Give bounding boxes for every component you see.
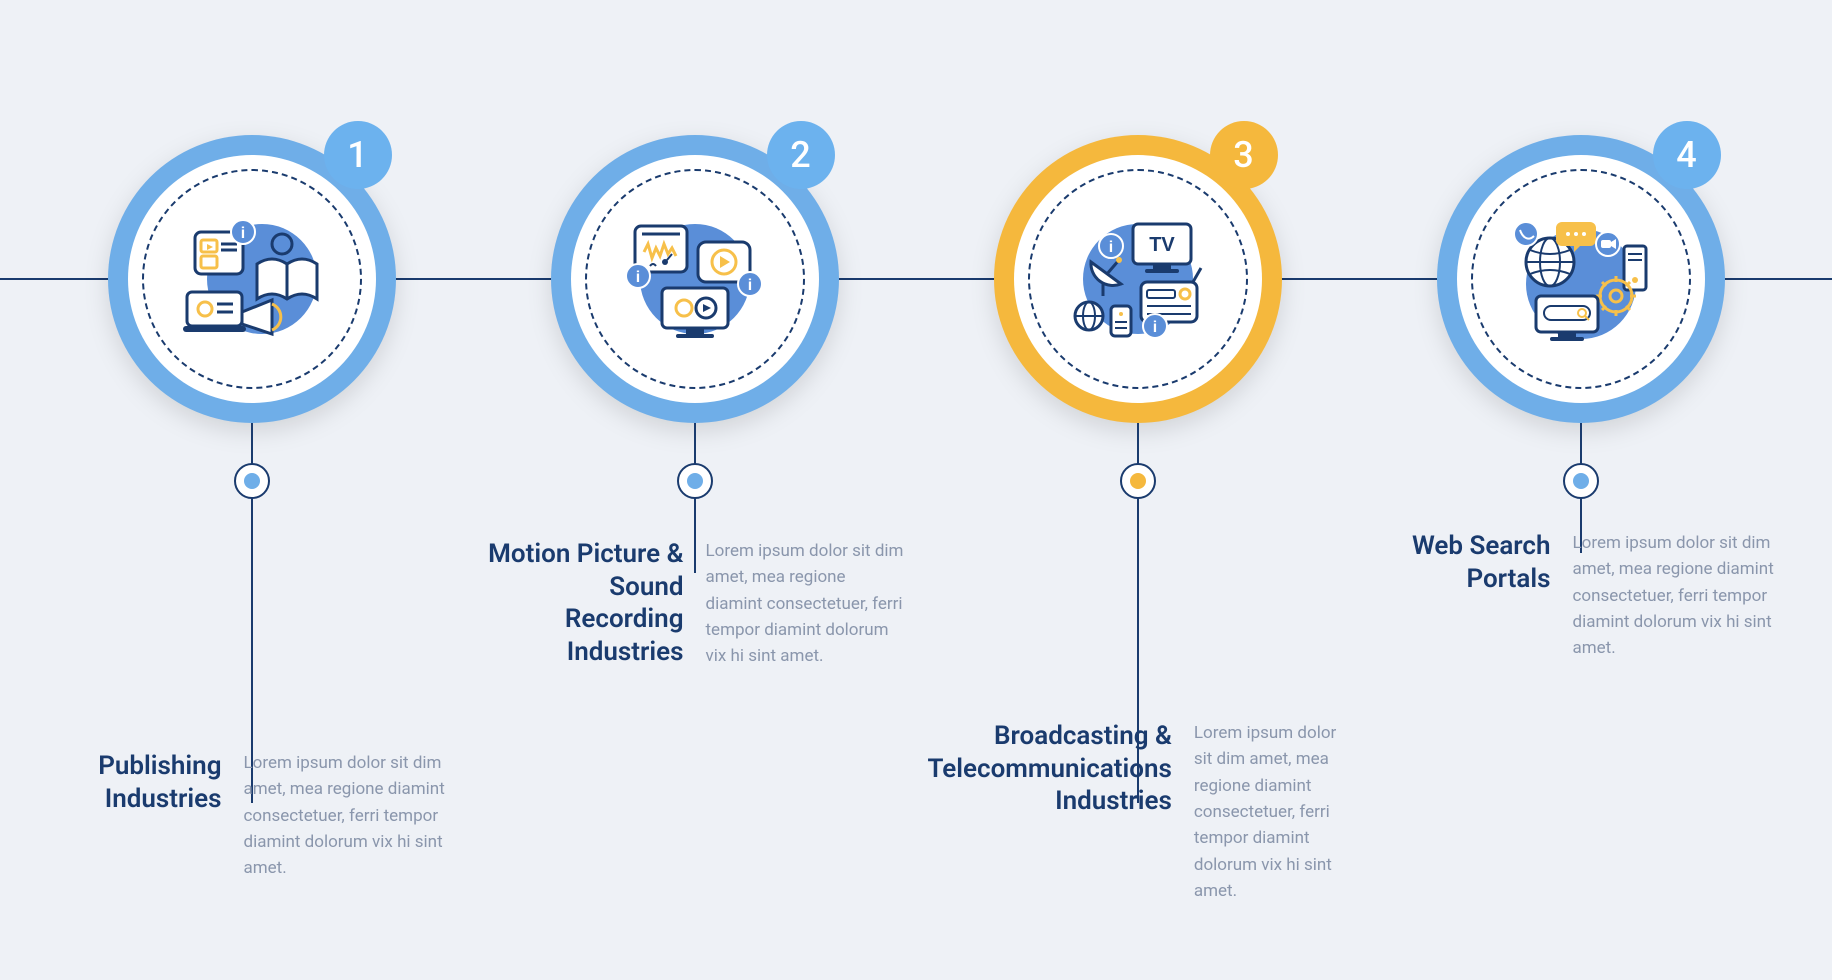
icon-blob: i i xyxy=(619,203,771,355)
dot-inner xyxy=(1573,473,1589,489)
item-title: Web Search Portals xyxy=(1371,530,1551,595)
svg-text:i: i xyxy=(1152,319,1156,336)
circle-websearch: 4 xyxy=(1437,135,1725,423)
item-web-search: 4 Web Search Portals Lorem ipsum dolor s… xyxy=(1371,0,1791,980)
item-motion-picture: i i xyxy=(485,0,905,980)
dot xyxy=(1120,463,1156,499)
svg-text:i: i xyxy=(747,277,751,294)
num-badge-1: 1 xyxy=(324,121,392,189)
svg-text:i: i xyxy=(635,269,639,286)
dot-inner xyxy=(244,473,260,489)
item-broadcasting: TV i xyxy=(928,0,1348,980)
circle-broadcasting: TV i xyxy=(994,135,1282,423)
svg-text:TV: TV xyxy=(1149,234,1175,256)
text-block: Motion Picture & Sound Recording Industr… xyxy=(485,538,905,670)
item-publishing: i 1 xyxy=(42,0,462,980)
num-badge-2: 2 xyxy=(767,121,835,189)
num-text: 1 xyxy=(347,134,367,176)
item-title: Publishing Industries xyxy=(42,750,222,815)
dot xyxy=(1563,463,1599,499)
dot-inner xyxy=(687,473,703,489)
item-title: Broadcasting & Telecommunications Indust… xyxy=(928,720,1172,818)
icon-blob xyxy=(1505,203,1657,355)
circle-motion: i i xyxy=(551,135,839,423)
ring-inner: i i xyxy=(571,155,819,403)
ring-inner xyxy=(1457,155,1705,403)
ring-inner: TV i xyxy=(1014,155,1262,403)
svg-text:i: i xyxy=(240,225,244,242)
dot-inner xyxy=(1130,473,1146,489)
item-title: Motion Picture & Sound Recording Industr… xyxy=(485,538,684,668)
icon-blob: i xyxy=(176,203,328,355)
item-body: Lorem ipsum dolor sit dim amet, mea regi… xyxy=(1573,530,1791,662)
motion-picture-icon: i i xyxy=(620,204,770,354)
text-block: Broadcasting & Telecommunications Indust… xyxy=(928,720,1348,904)
web-search-icon xyxy=(1506,204,1656,354)
num-text: 4 xyxy=(1676,134,1696,176)
num-badge-3: 3 xyxy=(1210,121,1278,189)
dot xyxy=(234,463,270,499)
ring-inner: i xyxy=(128,155,376,403)
num-text: 2 xyxy=(790,134,810,176)
icon-blob: TV i xyxy=(1062,203,1214,355)
item-body: Lorem ipsum dolor sit dim amet, mea regi… xyxy=(244,750,462,882)
svg-text:i: i xyxy=(1108,239,1112,256)
dot xyxy=(677,463,713,499)
num-text: 3 xyxy=(1233,134,1253,176)
item-body: Lorem ipsum dolor sit dim amet, mea regi… xyxy=(706,538,905,670)
num-badge-4: 4 xyxy=(1653,121,1721,189)
item-body: Lorem ipsum dolor sit dim amet, mea regi… xyxy=(1194,720,1348,904)
text-block: Web Search Portals Lorem ipsum dolor sit… xyxy=(1371,530,1791,662)
broadcasting-icon: TV i xyxy=(1063,204,1213,354)
text-block: Publishing Industries Lorem ipsum dolor … xyxy=(42,750,462,882)
infographic-items-row: i 1 xyxy=(0,0,1832,980)
publishing-icon: i xyxy=(177,204,327,354)
circle-publishing: i 1 xyxy=(108,135,396,423)
